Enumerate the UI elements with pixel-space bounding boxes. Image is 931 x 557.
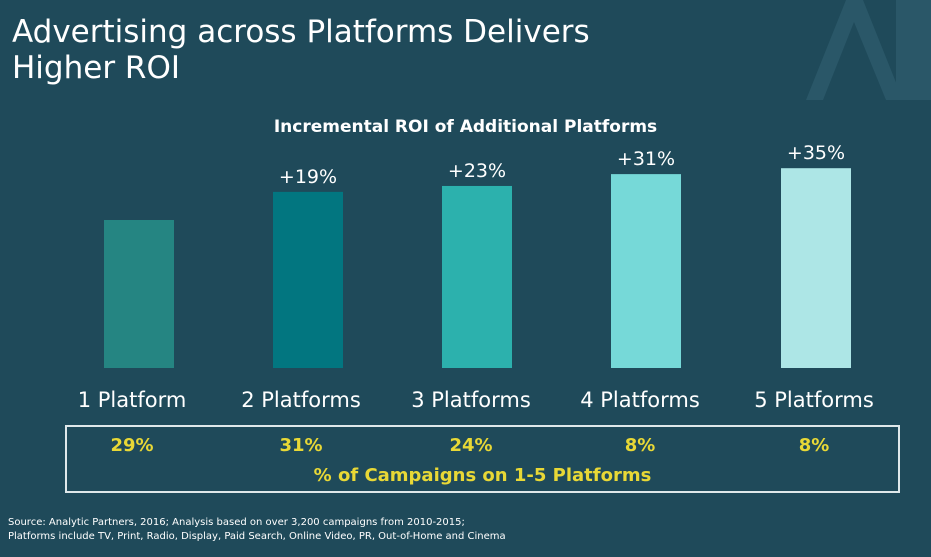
data-label-2: +19% bbox=[279, 166, 337, 188]
campaign-share-value: 8% bbox=[798, 435, 830, 456]
data-label-5: +35% bbox=[787, 142, 845, 164]
campaign-share-value: 8% bbox=[624, 435, 656, 456]
x-tick-label: 3 Platforms bbox=[411, 388, 531, 412]
x-axis-labels: 1 Platform 2 Platforms 3 Platforms 4 Pla… bbox=[0, 388, 931, 418]
bar-4 bbox=[611, 174, 681, 368]
campaign-share-value: 29% bbox=[110, 435, 154, 456]
x-tick-label: 5 Platforms bbox=[754, 388, 874, 412]
page-title-line2: Higher ROI bbox=[12, 50, 181, 86]
data-label-4: +31% bbox=[617, 148, 675, 170]
x-tick-label: 4 Platforms bbox=[580, 388, 700, 412]
campaign-share-box: 29% 31% 24% 8% 8% % of Campaigns on 1-5 … bbox=[65, 425, 900, 493]
bar-5 bbox=[781, 168, 851, 368]
source-line: Platforms include TV, Print, Radio, Disp… bbox=[8, 531, 506, 542]
campaign-share-value: 31% bbox=[279, 435, 323, 456]
source-line: Source: Analytic Partners, 2016; Analysi… bbox=[8, 517, 465, 528]
bar-chart: +19% +23% +31% +35% bbox=[104, 142, 851, 368]
x-tick-label: 2 Platforms bbox=[241, 388, 361, 412]
chart-title: Incremental ROI of Additional Platforms bbox=[273, 117, 658, 137]
watermark-logo bbox=[801, 0, 931, 100]
page-title-line1: Advertising across Platforms Delivers bbox=[12, 14, 590, 50]
campaign-share-caption: % of Campaigns on 1-5 Platforms bbox=[313, 465, 652, 486]
bar-3 bbox=[442, 185, 512, 368]
source-note: Source: Analytic Partners, 2016; Analysi… bbox=[8, 516, 506, 544]
x-tick-label: 1 Platform bbox=[77, 388, 187, 412]
bar-1 bbox=[104, 220, 174, 368]
page-title: Advertising across Platforms Delivers Hi… bbox=[12, 14, 712, 86]
campaign-share-value: 24% bbox=[449, 435, 493, 456]
data-label-3: +23% bbox=[448, 160, 506, 182]
bar-2 bbox=[273, 191, 343, 368]
